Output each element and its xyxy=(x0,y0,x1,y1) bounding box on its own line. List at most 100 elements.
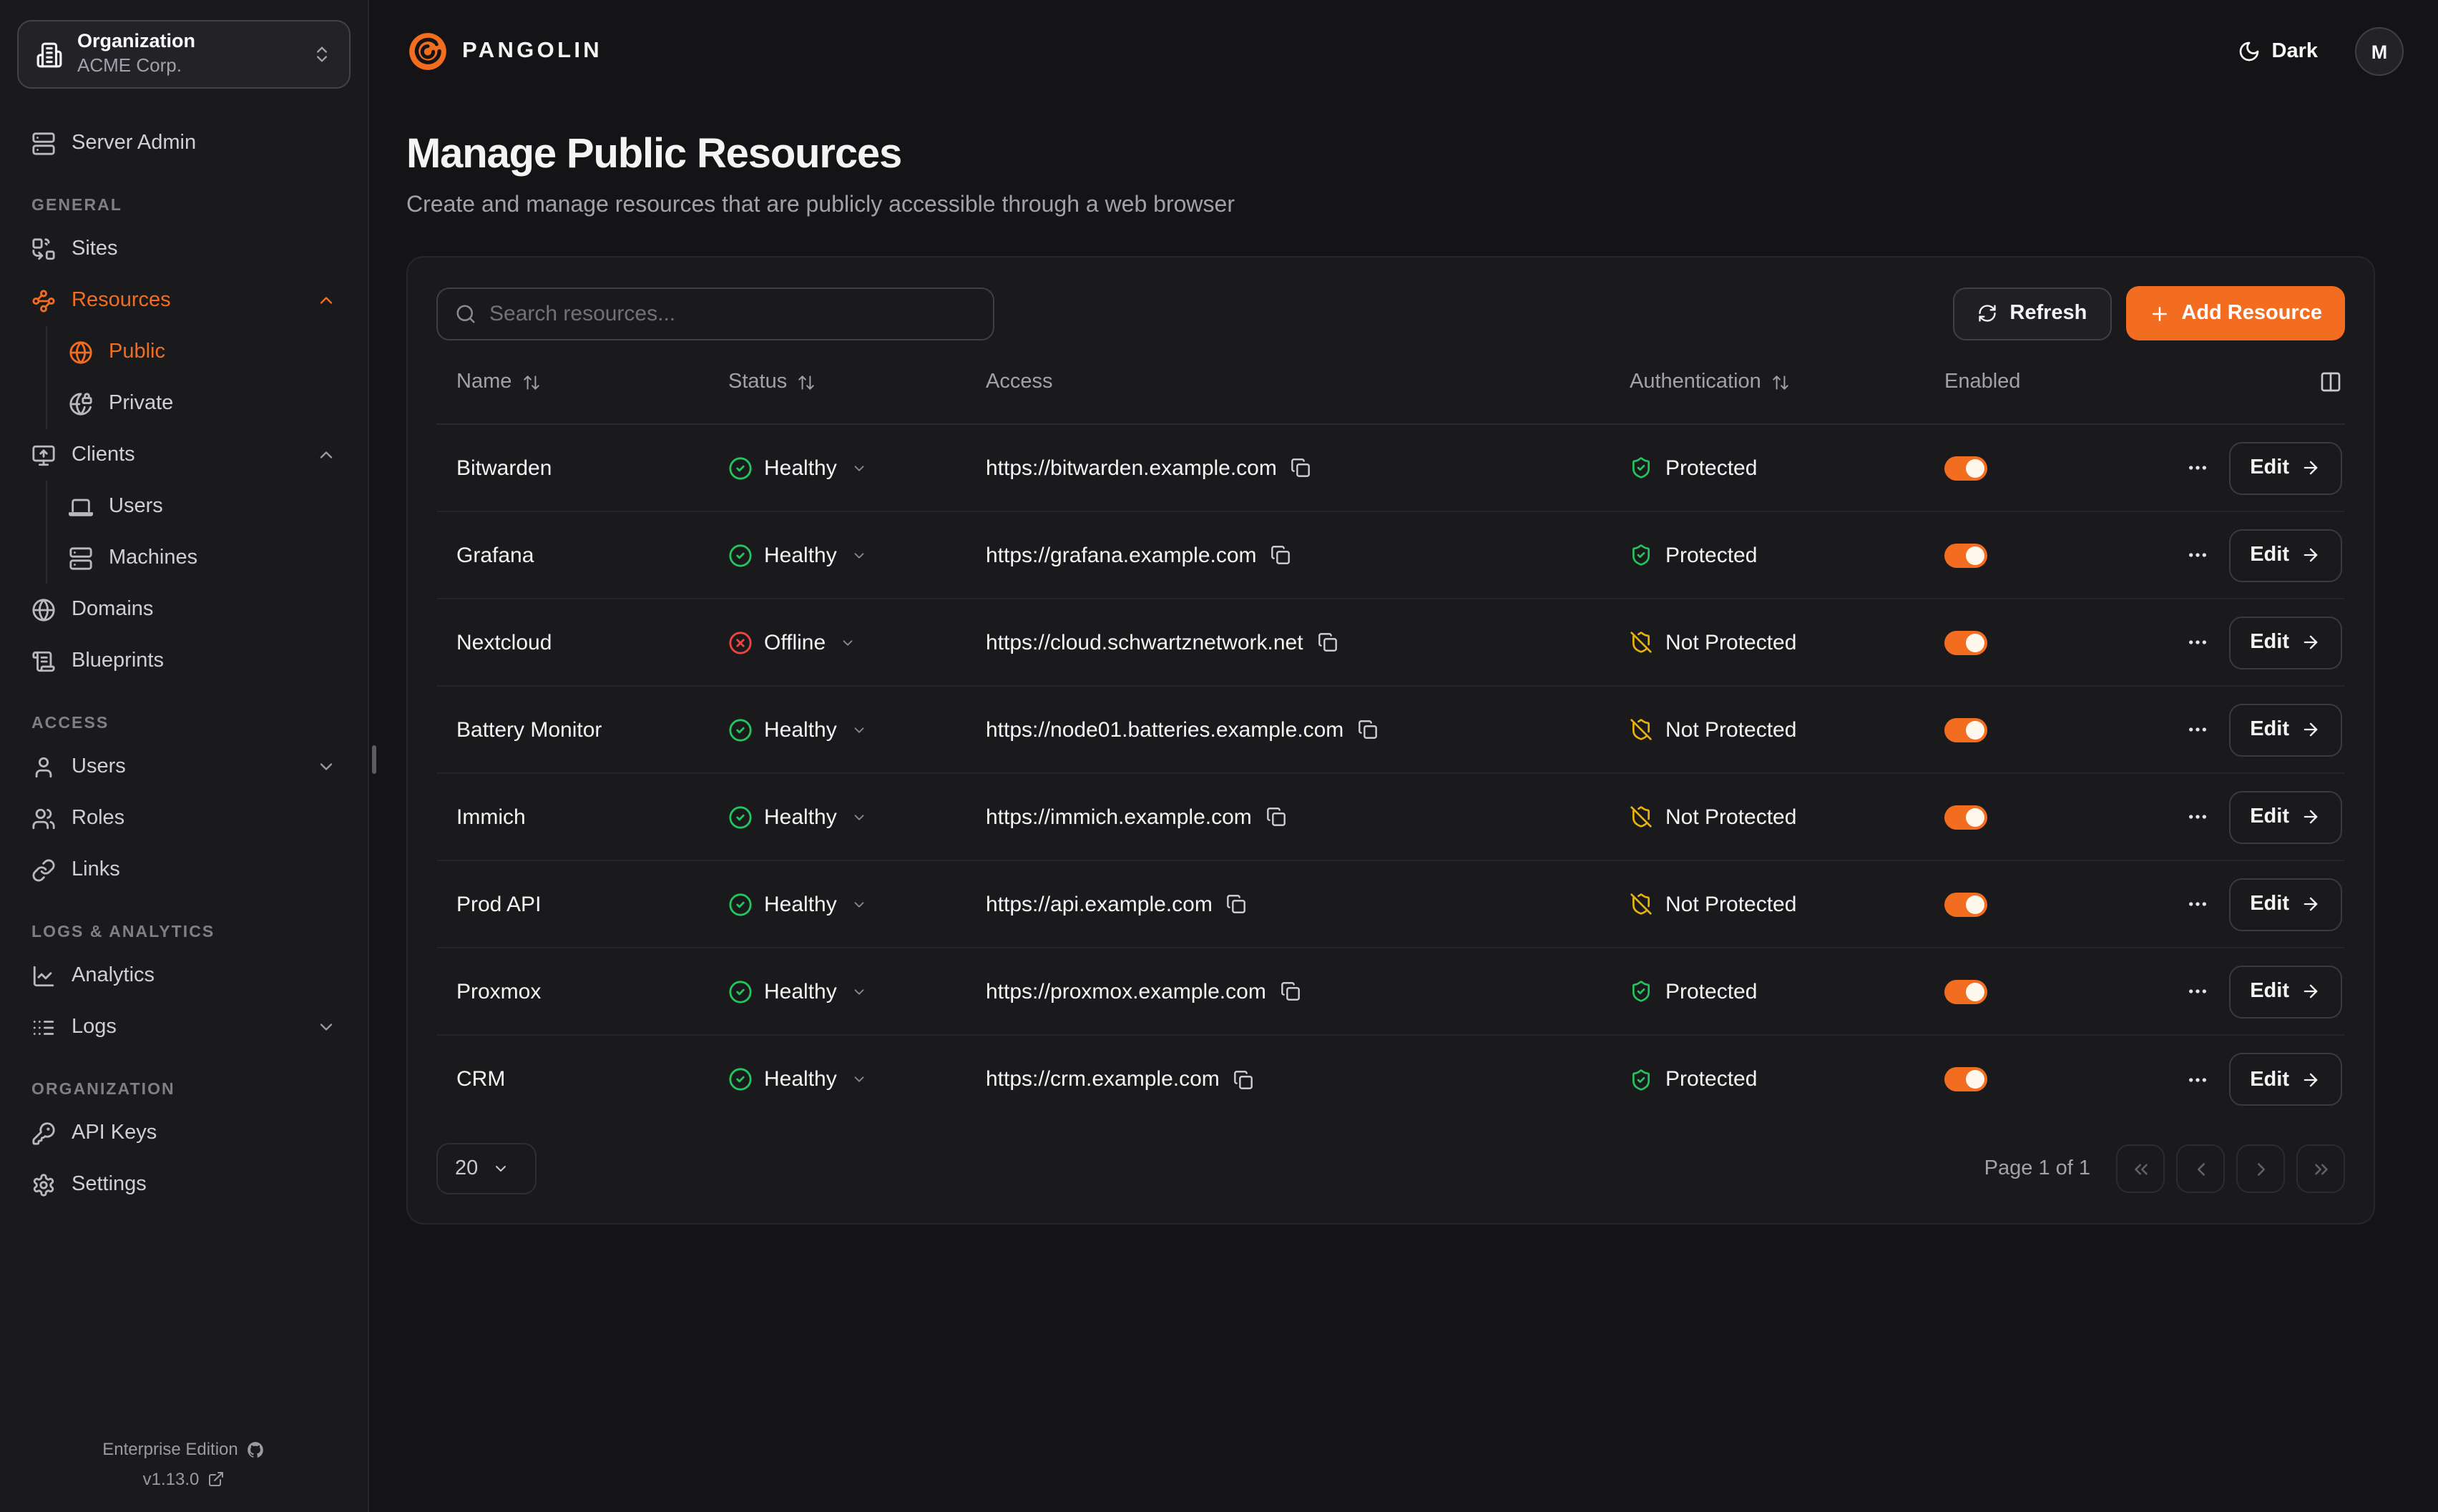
version-line[interactable]: v1.13.0 xyxy=(17,1469,351,1489)
row-menu-button[interactable] xyxy=(2185,631,2208,654)
row-menu-button[interactable] xyxy=(2185,893,2208,915)
cell-authentication: Protected xyxy=(1610,979,1924,1003)
sidebar-item-client-users[interactable]: Users xyxy=(54,481,351,532)
ellipsis-icon xyxy=(2185,805,2208,828)
sidebar-item-blueprints[interactable]: Blueprints xyxy=(17,635,351,687)
sidebar-item-resources[interactable]: Resources xyxy=(17,275,351,326)
status-select[interactable]: Healthy xyxy=(728,456,867,480)
ellipsis-icon xyxy=(2185,631,2208,654)
enabled-toggle[interactable] xyxy=(1944,892,1987,916)
sidebar: Organization ACME Corp. Server Admin GENE… xyxy=(0,0,369,1512)
row-menu-button[interactable] xyxy=(2185,980,2208,1003)
edit-button[interactable]: Edit xyxy=(2228,441,2342,494)
brand[interactable]: PANGOLIN xyxy=(406,30,602,73)
prev-page-button[interactable] xyxy=(2176,1144,2225,1193)
sidebar-scrollbar[interactable] xyxy=(372,745,376,774)
row-menu-button[interactable] xyxy=(2185,1068,2208,1091)
edit-button[interactable]: Edit xyxy=(2228,703,2342,756)
status-select[interactable]: Healthy xyxy=(728,805,867,829)
enabled-toggle[interactable] xyxy=(1944,543,1987,567)
chevron-down-icon xyxy=(316,1017,336,1037)
status-select[interactable]: Healthy xyxy=(728,979,867,1003)
columns-icon[interactable] xyxy=(2319,370,2342,393)
sidebar-item-label: Analytics xyxy=(72,964,155,987)
copy-url-button[interactable] xyxy=(1358,720,1378,740)
enabled-toggle[interactable] xyxy=(1944,979,1987,1003)
enabled-toggle[interactable] xyxy=(1944,630,1987,654)
cell-actions: Edit xyxy=(2089,1053,2345,1106)
status-select[interactable]: Healthy xyxy=(728,1067,867,1091)
row-menu-button[interactable] xyxy=(2185,805,2208,828)
sort-status-button[interactable]: Status xyxy=(728,370,816,393)
cell-status: Healthy xyxy=(708,1067,966,1091)
enabled-toggle[interactable] xyxy=(1944,805,1987,829)
first-page-button[interactable] xyxy=(2116,1144,2165,1193)
copy-url-button[interactable] xyxy=(1234,1069,1254,1089)
users-icon xyxy=(31,806,56,830)
edit-button-label: Edit xyxy=(2250,805,2289,828)
copy-url-button[interactable] xyxy=(1291,458,1311,478)
last-page-button[interactable] xyxy=(2296,1144,2345,1193)
enabled-toggle[interactable] xyxy=(1944,717,1987,742)
sidebar-item-public[interactable]: Public xyxy=(54,326,351,378)
copy-url-button[interactable] xyxy=(1266,807,1286,827)
cell-access: https://grafana.example.com xyxy=(966,543,1610,567)
sidebar-item-machines[interactable]: Machines xyxy=(54,532,351,584)
sidebar-item-logs[interactable]: Logs xyxy=(17,1001,351,1053)
sidebar-item-roles[interactable]: Roles xyxy=(17,792,351,844)
sidebar-item-api-keys[interactable]: API Keys xyxy=(17,1107,351,1159)
enabled-toggle[interactable] xyxy=(1944,1067,1987,1091)
sidebar-item-private[interactable]: Private xyxy=(54,378,351,429)
sidebar-item-label: Private xyxy=(109,392,174,415)
status-label: Healthy xyxy=(764,717,837,742)
sidebar-item-server-admin[interactable]: Server Admin xyxy=(17,117,351,169)
edit-button[interactable]: Edit xyxy=(2228,529,2342,581)
copy-icon xyxy=(1281,981,1301,1001)
resource-name: Prod API xyxy=(456,892,542,916)
edit-button[interactable]: Edit xyxy=(2228,965,2342,1018)
status-select[interactable]: Healthy xyxy=(728,543,867,567)
edition-line[interactable]: Enterprise Edition xyxy=(17,1439,351,1459)
sidebar-item-users[interactable]: Users xyxy=(17,741,351,792)
copy-url-button[interactable] xyxy=(1227,894,1247,914)
status-select[interactable]: Offline xyxy=(728,630,856,654)
org-selector[interactable]: Organization ACME Corp. xyxy=(17,20,351,89)
search-input[interactable] xyxy=(489,301,976,325)
header-cell-actions xyxy=(2089,370,2345,393)
copy-url-button[interactable] xyxy=(1318,632,1338,652)
sort-name-button[interactable]: Name xyxy=(456,370,540,393)
sidebar-item-domains[interactable]: Domains xyxy=(17,584,351,635)
sidebar-item-links[interactable]: Links xyxy=(17,844,351,895)
edit-button[interactable]: Edit xyxy=(2228,1053,2342,1106)
chevron-down-icon xyxy=(851,983,867,999)
page-size-select[interactable]: 20 xyxy=(436,1143,537,1194)
copy-url-button[interactable] xyxy=(1281,981,1301,1001)
next-page-button[interactable] xyxy=(2236,1144,2285,1193)
enabled-toggle[interactable] xyxy=(1944,456,1987,480)
row-menu-button[interactable] xyxy=(2185,544,2208,566)
edit-button[interactable]: Edit xyxy=(2228,790,2342,843)
sidebar-item-settings[interactable]: Settings xyxy=(17,1159,351,1210)
auth-label: Not Protected xyxy=(1665,630,1797,654)
row-menu-button[interactable] xyxy=(2185,456,2208,479)
edit-button[interactable]: Edit xyxy=(2228,616,2342,669)
sidebar-item-sites[interactable]: Sites xyxy=(17,223,351,275)
sidebar-section-title: LOGS & ANALYTICS xyxy=(31,924,215,941)
sidebar-item-clients[interactable]: Clients xyxy=(17,429,351,481)
sidebar-item-label: Domains xyxy=(72,598,154,621)
copy-url-button[interactable] xyxy=(1271,545,1291,565)
column-label-authentication: Authentication xyxy=(1630,370,1761,393)
refresh-button[interactable]: Refresh xyxy=(1952,287,2112,340)
status-select[interactable]: Healthy xyxy=(728,717,867,742)
cell-authentication: Protected xyxy=(1610,1067,1924,1091)
cell-enabled xyxy=(1924,979,2089,1003)
sort-authentication-button[interactable]: Authentication xyxy=(1630,370,1790,393)
status-select[interactable]: Healthy xyxy=(728,892,867,916)
sidebar-item-analytics[interactable]: Analytics xyxy=(17,950,351,1001)
row-menu-button[interactable] xyxy=(2185,718,2208,741)
edit-button[interactable]: Edit xyxy=(2228,878,2342,931)
theme-toggle[interactable]: Dark xyxy=(2238,40,2318,63)
avatar[interactable]: M xyxy=(2355,27,2404,76)
add-resource-button[interactable]: Add Resource xyxy=(2125,286,2345,340)
sidebar-item-label: Links xyxy=(72,858,120,881)
